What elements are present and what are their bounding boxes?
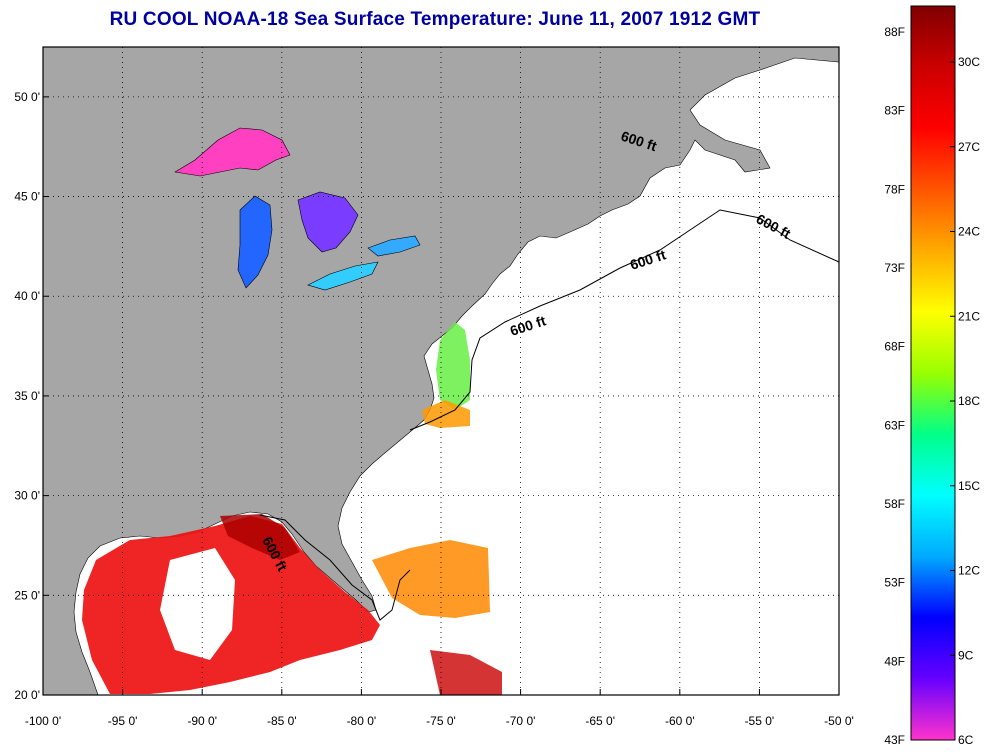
lat-tick-label: 25 0': [14, 588, 40, 602]
florida-current-sst: [430, 650, 502, 695]
colorbar-gradient: [910, 5, 956, 741]
gulf-cloud-gap: [160, 548, 235, 660]
lake-ontario: [367, 235, 421, 257]
lat-tick-label: 40 0': [14, 289, 40, 303]
axis-labels: 20 0' 25 0' 30 0' 35 0' 40 0' 45 0' 50 0' -100 …: [14, 90, 853, 728]
colorbar-fahrenheit-label: 58F: [884, 497, 905, 511]
colorbar-celsius-label: 12C: [958, 564, 980, 578]
colorbar-celsius-label: 9C: [958, 648, 974, 662]
lon-tick-label: -75 0': [426, 714, 456, 728]
colorbar-fahrenheit-label: 68F: [884, 340, 905, 354]
lon-tick-label: -80 0': [347, 714, 377, 728]
lon-tick-label: -50 0': [824, 714, 854, 728]
colorbar-celsius-label: 6C: [958, 733, 974, 747]
colorbar-fahrenheit-label: 53F: [884, 576, 905, 590]
isobath-600ft-gulf: [259, 514, 411, 621]
lake-erie: [307, 261, 379, 291]
lon-tick-label: -65 0': [585, 714, 615, 728]
colorbar-fahrenheit-label: 48F: [884, 654, 905, 668]
gulf-dark-warm: [220, 514, 300, 560]
colorbar-fahrenheit-label: 73F: [884, 261, 905, 275]
isobath-600ft: [409, 209, 840, 431]
lat-tick-label: 35 0': [14, 389, 40, 403]
bahamas-sst-patch: [372, 540, 490, 618]
colorbar-celsius-label: 18C: [958, 394, 980, 408]
lat-tick-label: 30 0': [14, 489, 40, 503]
chesapeake-sst-patch: [436, 322, 470, 410]
lon-tick-label: -55 0': [745, 714, 775, 728]
lake-superior: [174, 127, 291, 177]
colorbar-celsius-label: 30C: [958, 55, 980, 69]
lat-tick-label: 45 0': [14, 190, 40, 204]
lon-tick-label: -95 0': [108, 714, 138, 728]
lon-tick-label: -70 0': [506, 714, 536, 728]
lon-tick-label: -60 0': [665, 714, 695, 728]
map-title: RU COOL NOAA-18 Sea Surface Temperature:…: [109, 9, 761, 30]
colorbar-celsius-label: 24C: [958, 225, 980, 239]
colorbar-fahrenheit-label: 88F: [884, 25, 905, 39]
colorbar-celsius-label: 27C: [958, 140, 980, 154]
lat-tick-label: 20 0': [14, 688, 40, 702]
colorbar-celsius-label: 21C: [958, 309, 980, 323]
colorbar-fahrenheit-label: 83F: [884, 104, 905, 118]
lat-tick-label: 50 0': [14, 90, 40, 104]
colorbar-fahrenheit-label: 78F: [884, 182, 905, 196]
sst-map: 20 0' 25 0' 30 0' 35 0' 40 0' 45 0' 50 0' -100 …: [14, 46, 854, 728]
colorbar-fahrenheit-label: 43F: [884, 733, 905, 747]
lake-michigan: [237, 195, 273, 289]
colorbar-celsius-label: 15C: [958, 479, 980, 493]
colorbar-fahrenheit-label: 63F: [884, 418, 905, 432]
lon-tick-label: -85 0': [267, 714, 297, 728]
lake-huron: [297, 191, 359, 253]
map-frame: [42, 46, 840, 696]
colorbar-labels: 88F 83F 78F 73F 68F 63F 58F 53F 48F 43F 30C 27C 24C 2…: [884, 25, 980, 747]
lon-tick-label: -100 0': [25, 714, 61, 728]
lon-tick-label: -90 0': [187, 714, 217, 728]
